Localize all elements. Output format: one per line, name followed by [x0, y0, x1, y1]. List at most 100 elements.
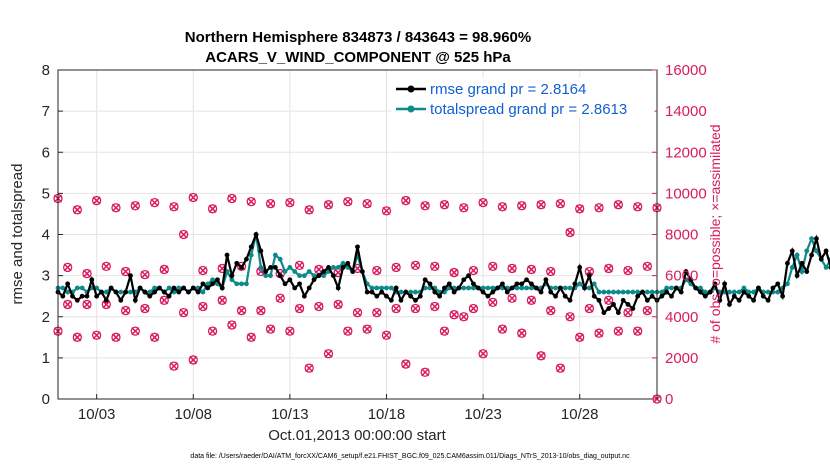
- totalspread-point: [408, 289, 414, 295]
- obs-assimilated-marker: [140, 304, 149, 313]
- y-right-tick-label: 6000: [665, 268, 698, 285]
- obs-possible-marker: [63, 299, 73, 310]
- totalspread-point: [765, 289, 771, 295]
- obs-assimilated-marker: [595, 329, 604, 338]
- y-tick-label: 8: [42, 62, 50, 79]
- obs-cross-stroke: [508, 264, 517, 273]
- obs-assimilated-marker: [392, 263, 401, 272]
- obs-assimilated-marker: [440, 327, 449, 336]
- totalspread-point: [485, 285, 491, 291]
- obs-assimilated-marker: [604, 264, 613, 273]
- rmse-point: [369, 289, 375, 295]
- obs-assimilated-marker: [498, 202, 507, 211]
- rmse-point: [234, 260, 240, 266]
- rmse-point: [519, 281, 525, 287]
- obs-assimilated-marker: [430, 302, 439, 311]
- totalspread-point: [243, 281, 249, 287]
- obs-cross-stroke: [63, 263, 72, 272]
- y-tick-label: 1: [42, 350, 50, 367]
- obs-possible-marker: [478, 197, 488, 208]
- obs-assimilated-marker: [585, 267, 594, 276]
- totalspread-point: [272, 252, 278, 258]
- obs-cross-stroke: [121, 267, 130, 276]
- obs-assimilated-marker: [111, 333, 120, 342]
- totalspread-point: [176, 285, 182, 291]
- obs-cross-stroke: [517, 329, 526, 338]
- obs-cross-stroke: [440, 327, 449, 336]
- obs-possible-marker: [488, 297, 498, 308]
- obs-assimilated-marker: [227, 194, 236, 203]
- obs-possible-marker: [497, 202, 508, 212]
- obs-cross-stroke: [363, 199, 372, 208]
- obs-cross-stroke: [285, 327, 294, 336]
- obs-assimilated-marker: [488, 298, 497, 307]
- rmse-point: [176, 289, 182, 295]
- obs-cross-stroke: [324, 349, 333, 358]
- obs-cross-stroke: [150, 333, 159, 342]
- totalspread-point: [340, 260, 346, 266]
- rmse-point: [108, 285, 114, 291]
- rmse-point: [775, 281, 781, 287]
- obs-cross-stroke: [488, 262, 497, 271]
- obs-possible-marker: [227, 320, 237, 330]
- obs-cross-stroke: [276, 294, 285, 303]
- rmse-point: [84, 293, 90, 299]
- obs-assimilated-marker: [189, 355, 198, 364]
- obs-cross-stroke: [160, 265, 169, 274]
- obs-cross-stroke: [208, 327, 217, 336]
- obs-assimilated-marker: [169, 202, 178, 211]
- obs-assimilated-marker: [266, 199, 275, 208]
- obs-cross-stroke: [595, 203, 604, 212]
- obs-possible-marker: [439, 326, 450, 336]
- obs-cross-stroke: [440, 200, 449, 209]
- totalspread-point: [335, 265, 341, 270]
- obs-assimilated-marker: [566, 312, 575, 321]
- obs-cross-stroke: [295, 261, 304, 270]
- obs-possible-marker: [488, 261, 498, 272]
- rmse-point: [210, 281, 215, 287]
- obs-possible-marker: [546, 305, 556, 316]
- obs-assimilated-marker: [179, 308, 188, 317]
- obs-possible-marker: [372, 307, 382, 318]
- obs-cross-stroke: [343, 327, 352, 336]
- rmse-point: [731, 293, 737, 299]
- obs-cross-stroke: [614, 200, 623, 209]
- obs-possible-marker: [449, 267, 459, 278]
- obs-cross-stroke: [459, 203, 468, 212]
- obs-possible-marker: [430, 261, 440, 272]
- obs-possible-marker: [381, 206, 392, 216]
- x-tick-label: 10/08: [174, 406, 212, 423]
- totalspread-point: [74, 285, 80, 291]
- obs-possible-marker: [140, 269, 150, 280]
- obs-cross-stroke: [82, 269, 92, 278]
- obs-possible-marker: [642, 261, 652, 272]
- totalspread-point: [586, 285, 592, 291]
- obs-assimilated-marker: [643, 262, 652, 271]
- obs-cross-stroke: [382, 206, 391, 215]
- obs-cross-stroke: [266, 199, 275, 208]
- obs-possible-marker: [304, 205, 314, 215]
- rmse-point: [74, 297, 80, 303]
- obs-possible-marker: [420, 201, 430, 211]
- obs-cross-stroke: [421, 368, 430, 377]
- obs-assimilated-marker: [102, 300, 111, 309]
- rmse-point: [760, 293, 766, 299]
- obs-possible-marker: [468, 303, 479, 314]
- obs-assimilated-marker: [411, 304, 420, 313]
- obs-assimilated-marker: [169, 362, 178, 371]
- totalspread-point: [553, 285, 558, 291]
- rmse-point: [818, 256, 824, 262]
- obs-assimilated-marker: [372, 266, 381, 275]
- totalspread-point: [823, 265, 829, 270]
- obs-possible-marker: [507, 293, 517, 303]
- rmse-point: [287, 277, 293, 283]
- obs-possible-marker: [130, 201, 140, 211]
- rmse-point: [113, 289, 119, 295]
- obs-possible-marker: [285, 197, 295, 208]
- obs-assimilated-marker: [198, 266, 207, 275]
- totalspread-point: [514, 285, 520, 291]
- obs-assimilated-marker: [179, 230, 188, 239]
- obs-cross-stroke: [382, 331, 391, 340]
- obs-assimilated-marker: [595, 203, 604, 212]
- totalspread-point: [248, 252, 254, 258]
